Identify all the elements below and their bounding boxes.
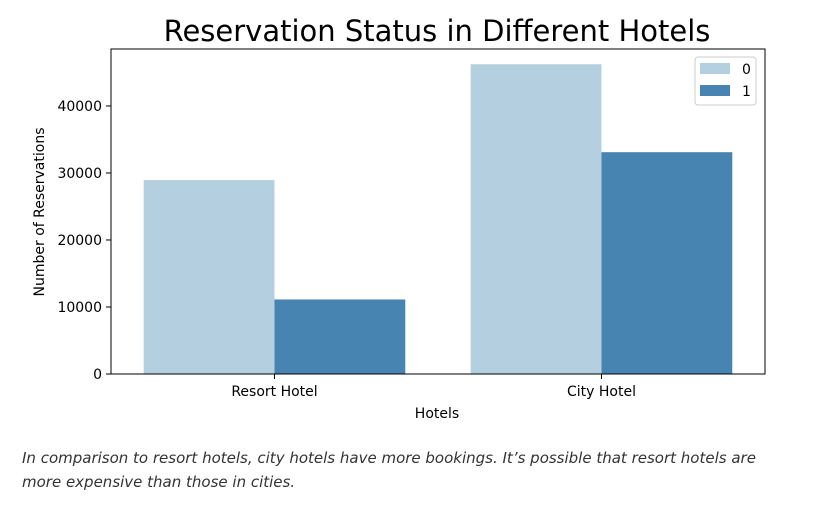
chart-title: Reservation Status in Different Hotels — [164, 14, 711, 48]
bar-city-hotel-series-0 — [470, 64, 602, 375]
legend-swatch-0 — [700, 63, 730, 74]
y-axis-ticks: 0 10000 20000 30000 40000 — [57, 99, 111, 383]
chart-caption: In comparison to resort hotels, city hot… — [22, 449, 756, 491]
y-tick-label: 0 — [93, 367, 102, 383]
x-tick-label: Resort Hotel — [231, 384, 317, 400]
y-tick-label: 40000 — [57, 99, 102, 115]
legend-label-1: 1 — [742, 84, 751, 100]
x-tick-label: City Hotel — [567, 384, 636, 400]
legend: 01 — [694, 56, 757, 106]
bar-chart: Reservation Status in Different Hotels 0… — [32, 14, 766, 422]
legend-label-0: 0 — [742, 62, 751, 78]
legend-swatch-1 — [700, 85, 730, 96]
bars-group — [143, 64, 733, 375]
x-axis-ticks: Resort Hotel City Hotel — [231, 374, 636, 400]
bar-resort-hotel-series-0 — [143, 180, 275, 374]
y-tick-label: 20000 — [57, 233, 102, 249]
plot-frame — [110, 48, 766, 375]
y-tick-label: 10000 — [57, 300, 102, 316]
y-axis-label: Number of Reservations — [32, 128, 48, 297]
y-tick-label: 30000 — [57, 166, 102, 182]
x-axis-label: Hotels — [415, 406, 459, 422]
bar-city-hotel-series-1 — [601, 152, 733, 374]
bar-resort-hotel-series-1 — [274, 299, 406, 374]
